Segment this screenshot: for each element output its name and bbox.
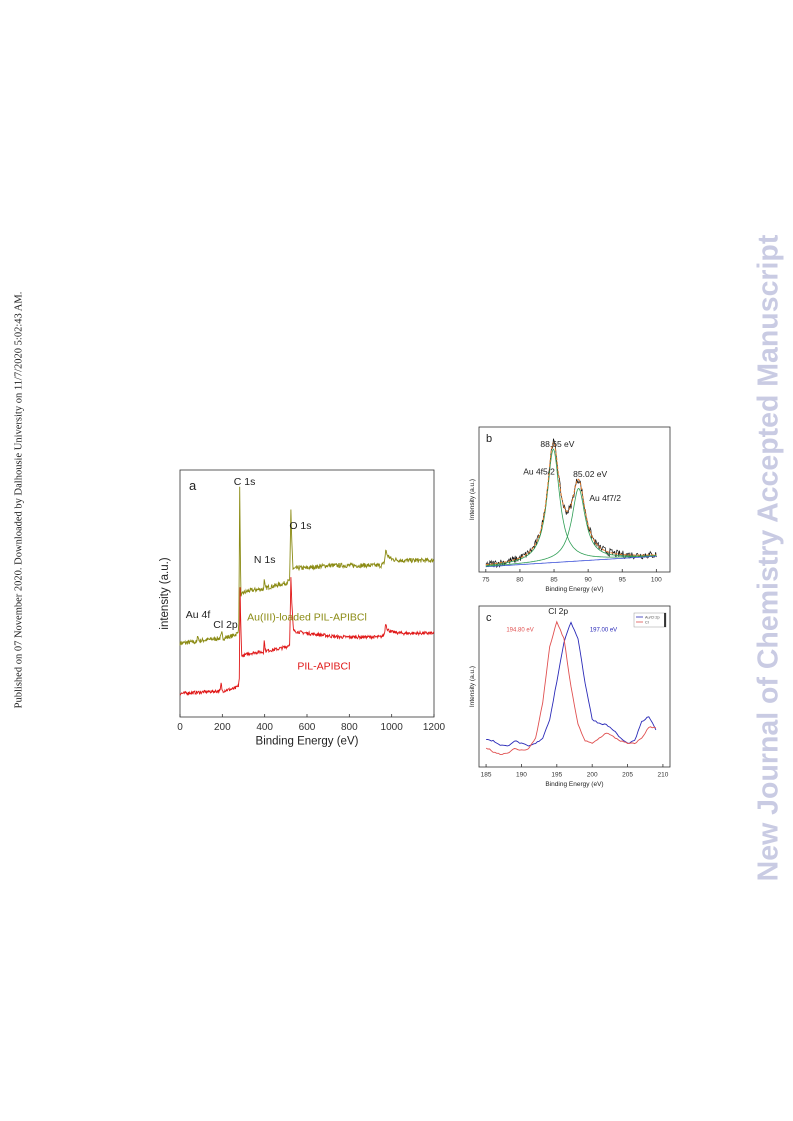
plot-frame <box>179 469 435 718</box>
peak-fit-line <box>485 448 657 566</box>
journal-watermark: New Journal of Chemistry Accepted Manusc… <box>752 190 785 925</box>
annotation-label: Au 4f7/2 <box>589 493 621 503</box>
x-tick-label: 1200 <box>423 722 446 733</box>
x-tick-label: 210 <box>657 772 668 779</box>
x-tick-label: 75 <box>482 577 490 584</box>
annotation-label: Cl 2p <box>213 619 238 631</box>
series-line-red <box>485 620 657 756</box>
x-tick-label: 800 <box>341 722 358 733</box>
legend-entry: Au/Cl 2p <box>645 616 660 620</box>
series-line-au-loaded <box>179 486 435 646</box>
x-tick-label: 1000 <box>381 722 404 733</box>
annotation-label: 197.00 eV <box>590 628 617 634</box>
x-tick-label: 0 <box>177 722 183 733</box>
x-tick-label: 95 <box>619 577 627 584</box>
baseline-line <box>485 555 657 568</box>
panel-label: a <box>189 478 197 493</box>
x-axis-label: Binding Energy (eV) <box>256 736 359 748</box>
x-tick-label: 90 <box>585 577 593 584</box>
x-tick-label: 185 <box>481 772 492 779</box>
legend-box <box>633 612 667 628</box>
annotation-label: N 1s <box>254 554 276 566</box>
envelope-fit-line <box>485 441 657 566</box>
annotation-label: C 1s <box>234 476 256 488</box>
x-tick-label: 200 <box>214 722 231 733</box>
x-tick-label: 205 <box>622 772 633 779</box>
plot-frame <box>478 426 671 573</box>
publication-note: Published on 07 November 2020. Downloade… <box>13 285 25 715</box>
annotation-label: Au 4f5/2 <box>523 466 555 476</box>
chart-panel-a: 0 200 400 600 800 1000 1200 Binding Energy (eV)… <box>159 469 446 748</box>
publication-note-text: Published on 07 November 2020. Downloade… <box>13 291 25 709</box>
annotation-label: Au(III)-loaded PIL-APIBCl <box>247 612 367 624</box>
chart-panel-c: 185 190 195 200 205 210 Binding Energy (eV) Int… <box>469 605 671 788</box>
chart-panel-b: 75 80 85 90 95 100 Binding Energy (eV) Intensit… <box>469 426 671 593</box>
x-tick-label: 600 <box>299 722 316 733</box>
series-line-pil-apibcl <box>179 577 435 696</box>
x-tick-label: 85 <box>550 577 558 584</box>
x-axis-label: Binding Energy (eV) <box>545 781 603 788</box>
peak-fit-line <box>485 488 657 567</box>
annotation-label: 194.80 eV <box>506 628 533 634</box>
x-tick-label: 80 <box>516 577 524 584</box>
panel-label: c <box>486 612 492 624</box>
y-axis-label: Intensity (a.u.) <box>469 479 476 520</box>
annotation-label: PIL-APIBCl <box>297 661 350 673</box>
legend-entry: Cl <box>645 621 649 625</box>
x-tick-label: 190 <box>516 772 527 779</box>
annotation-label: Cl 2p <box>548 606 568 616</box>
annotation-label: 88.65 eV <box>540 439 574 449</box>
x-tick-label: 100 <box>651 577 662 584</box>
y-axis-label: Intensity (a.u.) <box>469 666 476 707</box>
x-axis-label: Binding Energy (eV) <box>545 586 603 593</box>
x-tick-label: 195 <box>551 772 562 779</box>
plot-frame <box>478 605 671 768</box>
x-tick-label: 200 <box>587 772 598 779</box>
annotation-label: Au 4f <box>186 609 211 621</box>
journal-watermark-text: New Journal of Chemistry Accepted Manusc… <box>752 234 785 881</box>
x-tick-label: 400 <box>256 722 273 733</box>
annotation-label: 85.02 eV <box>573 469 607 479</box>
raw-data-line <box>485 438 657 569</box>
annotation-label: O 1s <box>289 520 311 532</box>
panel-label: b <box>486 433 492 445</box>
y-axis-label: intensity (a.u.) <box>159 557 171 629</box>
